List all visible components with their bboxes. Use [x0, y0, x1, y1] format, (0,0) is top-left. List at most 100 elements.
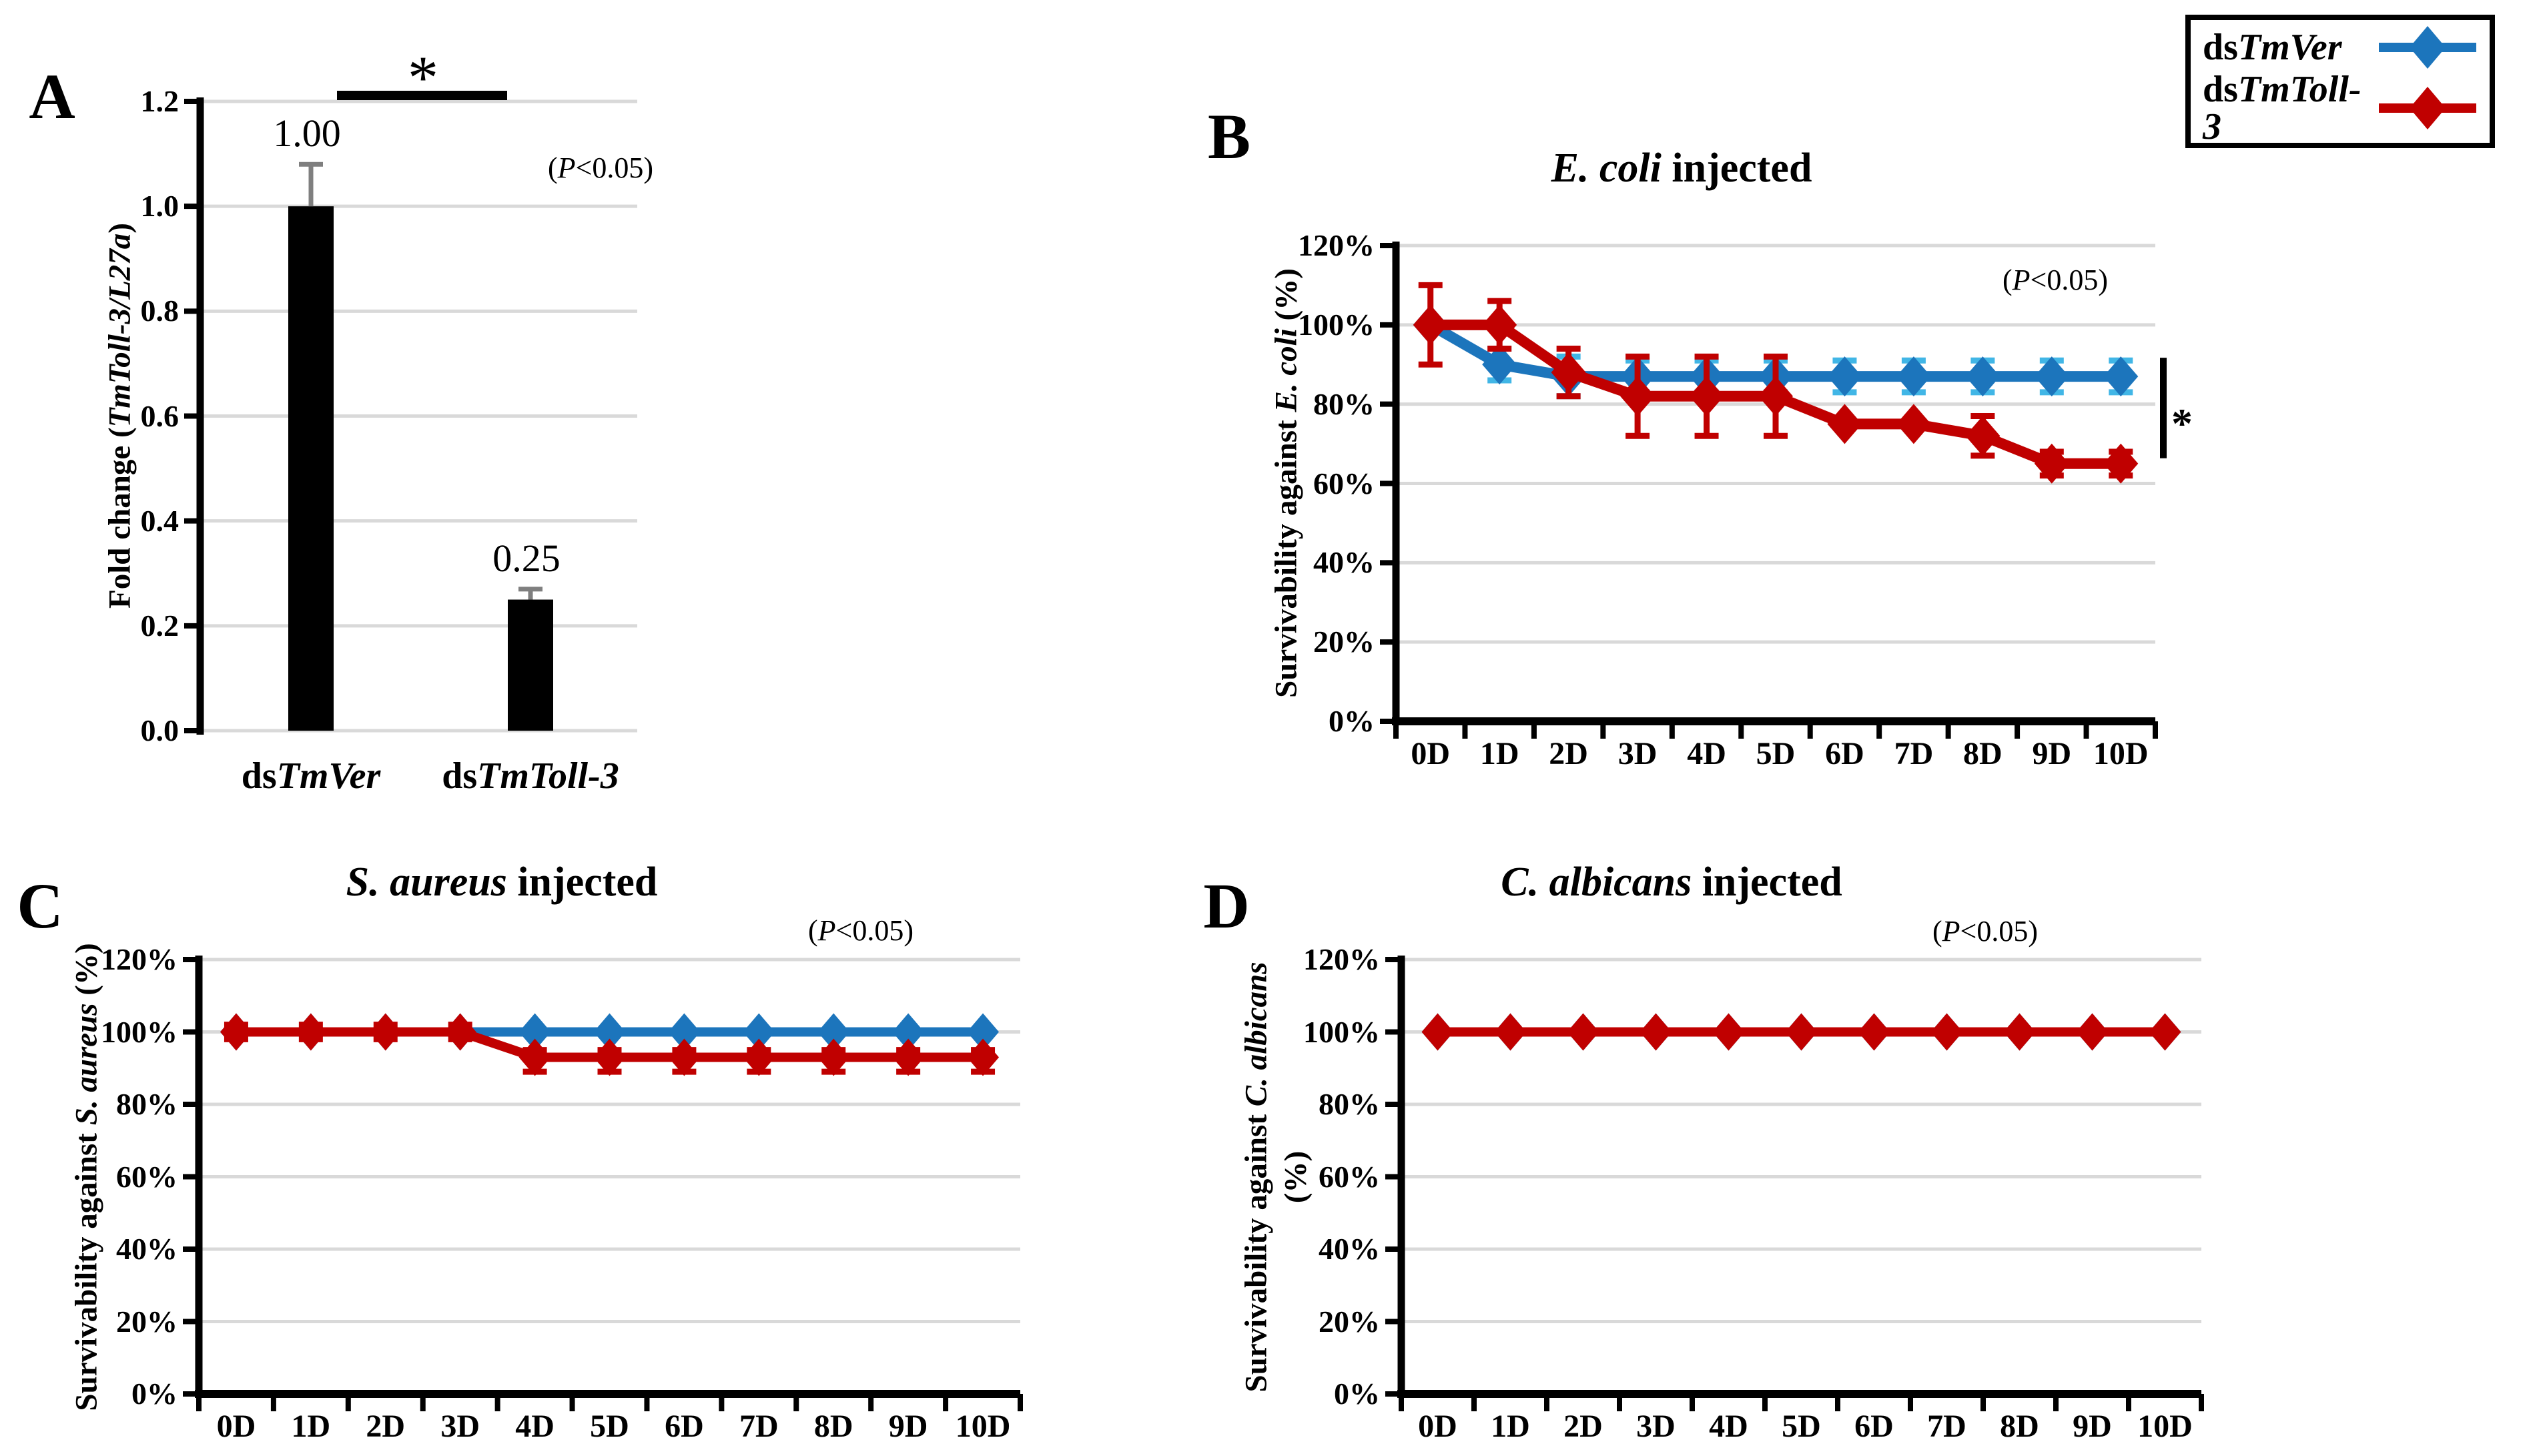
x-tick-label: 3D [1617, 736, 1658, 771]
legend-marker-diamond [2410, 26, 2446, 69]
x-tick-label: 8D [2000, 1409, 2039, 1444]
text-segment: S. aureus [346, 859, 507, 905]
data-point-marker-dsTmToll-3 [1712, 1013, 1745, 1051]
y-tick-label: 40% [116, 1232, 177, 1266]
y-tick-label: 0.4 [140, 503, 179, 538]
panel-letter-b: B [1207, 101, 1251, 172]
y-tick-label: 1.2 [140, 84, 179, 118]
x-tick-label: 9D [2073, 1409, 2112, 1444]
bar-0 [288, 206, 334, 731]
text-segment: (%) [1278, 1150, 1313, 1204]
data-point-marker-dsTmToll-3 [369, 1013, 402, 1051]
text-segment: <0.05) [1960, 915, 2039, 948]
panel-letter-d: D [1203, 870, 1250, 942]
y-tick-label: 20% [1319, 1304, 1380, 1339]
text-segment: ) [102, 223, 137, 234]
y-tick-label: 0% [131, 1377, 177, 1411]
x-tick-label: 1D [291, 1409, 331, 1444]
x-tick-label: 8D [813, 1409, 853, 1444]
text-segment: P [817, 914, 836, 947]
text-segment: C. albicans [1238, 962, 1274, 1107]
text-segment: ds [2203, 69, 2238, 110]
text-segment: injected [1692, 859, 1842, 905]
data-point-marker-dsTmToll-3 [1620, 376, 1656, 416]
text-segment: Fold change ( [102, 427, 137, 609]
text-segment: TmToll-3 [477, 755, 619, 797]
data-point-marker-dsTmToll-3 [1413, 304, 1448, 345]
text-segment: P [1942, 915, 1960, 948]
y-tick-label: 0% [1334, 1377, 1380, 1411]
sig-asterisk-b: * [2171, 400, 2193, 448]
text-segment: <0.05) [835, 914, 914, 947]
data-point-marker-dsTmVer [817, 1013, 850, 1051]
legend-item-dsTmToll-3: dsTmToll-3 [2203, 71, 2478, 145]
x-tick-label: 2D [366, 1409, 406, 1444]
x-tick-label: 10D [955, 1409, 1011, 1444]
y-tick-label: 60% [1313, 466, 1375, 500]
y-tick-label: 60% [1319, 1159, 1380, 1194]
y-tick-label: 0.8 [140, 294, 179, 328]
legend-marker-diamond-red [2379, 87, 2476, 129]
x-tick-label: 1D [1491, 1409, 1530, 1444]
text-segment: TmVer [276, 755, 381, 797]
text-segment: TmToll-3 [2203, 69, 2362, 147]
legend-marker-diamond-blue [2379, 26, 2476, 69]
y-tick-label: 80% [1319, 1087, 1380, 1121]
bar-value-label: 0.25 [492, 536, 561, 580]
y-tick-label: 0.2 [140, 608, 179, 643]
data-point-marker-dsTmToll-3 [967, 1038, 1000, 1076]
data-point-marker-dsTmVer [518, 1013, 551, 1051]
data-point-marker-dsTmToll-3 [892, 1038, 925, 1076]
x-tick-label: 6D [665, 1409, 704, 1444]
text-segment: Survivability against [1268, 412, 1304, 698]
data-point-marker-dsTmVer [1896, 356, 1931, 397]
y-tick-label: 40% [1319, 1232, 1380, 1266]
bar-value-label: 1.00 [273, 111, 341, 155]
p-value-annotation-a: (P<0.05) [548, 153, 653, 183]
sig-asterisk-a: * [408, 43, 438, 111]
text-segment: ( [2002, 264, 2013, 296]
y-tick-label: 0% [1329, 704, 1375, 738]
x-tick-label: 5D [1756, 736, 1796, 771]
x-category-label: dsTmVer [242, 757, 381, 795]
p-value-annotation-b: (P<0.05) [2003, 266, 2108, 295]
data-point-marker-dsTmToll-3 [1482, 304, 1517, 345]
x-tick-label: 5D [590, 1409, 629, 1444]
y-tick-label: 0.6 [140, 398, 179, 433]
text-segment: ( [1932, 915, 1942, 948]
text-segment: (%) [69, 943, 104, 1004]
data-point-marker-dsTmToll-3 [1785, 1013, 1818, 1051]
p-value-annotation-d: (P<0.05) [1932, 917, 2038, 946]
y-tick-label: 100% [101, 1014, 177, 1049]
x-tick-label: 6D [1854, 1409, 1894, 1444]
y-tick-label: 120% [1303, 942, 1380, 976]
x-tick-label: 1D [1479, 736, 1519, 771]
bar-1 [508, 599, 553, 731]
data-point-marker-dsTmToll-3 [2003, 1013, 2036, 1051]
chart-title-s-aureus: S. aureus injected [346, 861, 658, 903]
x-tick-label: 2D [1549, 736, 1588, 771]
x-tick-label: 9D [888, 1409, 928, 1444]
x-tick-label: 4D [515, 1409, 555, 1444]
text-segment: P [2012, 264, 2031, 296]
text-segment: injected [1661, 145, 1812, 191]
data-point-marker-dsTmToll-3 [817, 1038, 850, 1076]
data-point-marker-dsTmToll-3 [1858, 1013, 1890, 1051]
y-axis-title-c: Survivability against S. aureus (%) [67, 943, 107, 1411]
text-segment: injected [506, 859, 658, 905]
x-tick-label: 4D [1709, 1409, 1748, 1444]
y-tick-label: 120% [1298, 228, 1375, 262]
x-tick-label: 9D [2032, 736, 2072, 771]
chart-title-e-coli: E. coli injected [1551, 147, 1812, 189]
y-tick-label: 40% [1313, 545, 1375, 580]
data-point-marker-dsTmToll-3 [220, 1013, 252, 1051]
data-point-marker-dsTmToll-3 [1930, 1013, 1963, 1051]
data-point-marker-dsTmToll-3 [1758, 376, 1793, 416]
data-point-marker-dsTmToll-3 [1567, 1013, 1599, 1051]
text-segment: ( [547, 151, 558, 184]
text-segment: C. albicans [1501, 859, 1692, 905]
x-tick-label: 0D [1411, 736, 1451, 771]
data-point-marker-dsTmToll-3 [1551, 352, 1586, 393]
